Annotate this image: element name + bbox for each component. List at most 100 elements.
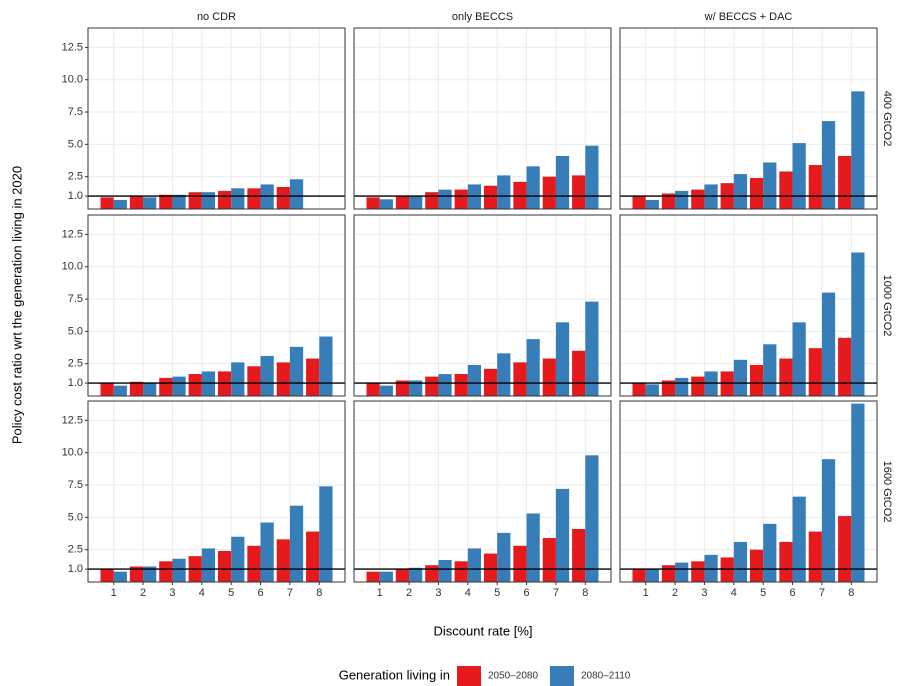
- bar: [632, 569, 646, 582]
- y-tick-label: 5.0: [68, 511, 83, 523]
- bar: [497, 353, 511, 396]
- x-tick-label: 2: [140, 587, 146, 599]
- bar: [838, 516, 852, 582]
- bar: [691, 189, 705, 209]
- x-axis-label: Discount rate [%]: [434, 623, 533, 638]
- bar: [645, 199, 659, 209]
- panel-border: [353, 214, 612, 397]
- y-tick-label: 2.5: [68, 544, 83, 556]
- legend-label: 2080–2110: [581, 671, 631, 682]
- bar: [572, 528, 586, 582]
- bar: [526, 339, 540, 396]
- bar: [366, 197, 380, 209]
- bar: [379, 199, 393, 209]
- y-tick-label: 12.5: [62, 228, 83, 240]
- bar: [159, 377, 173, 396]
- x-tick-label: 4: [199, 587, 205, 599]
- bar: [763, 162, 777, 209]
- bar: [409, 567, 423, 582]
- panel-border: [353, 27, 612, 210]
- panel-border: [619, 214, 878, 397]
- bar: [675, 190, 689, 209]
- bar: [217, 550, 232, 582]
- bar: [483, 553, 498, 582]
- bar: [425, 376, 439, 396]
- y-tick-label: 10.0: [62, 447, 83, 459]
- bar: [733, 174, 748, 209]
- bar: [425, 192, 439, 209]
- bar: [733, 359, 748, 396]
- panel-border: [619, 27, 878, 210]
- bar: [231, 362, 245, 396]
- x-tick-label: 1: [643, 587, 649, 599]
- bar: [821, 292, 836, 396]
- bar: [276, 362, 290, 396]
- x-tick-label: 6: [257, 587, 263, 599]
- bar: [821, 121, 836, 209]
- bar: [851, 252, 865, 396]
- bar: [366, 383, 380, 396]
- legend-swatch: [457, 666, 481, 686]
- bar: [159, 194, 173, 209]
- column-strip-label: w/ BECCS + DAC: [704, 11, 793, 23]
- bar: [632, 383, 646, 396]
- bar: [454, 561, 468, 582]
- bar: [438, 374, 452, 396]
- bar: [129, 381, 144, 396]
- x-tick-label: 8: [848, 587, 854, 599]
- bar: [838, 155, 852, 209]
- bar: [113, 385, 127, 396]
- bar: [526, 166, 540, 209]
- y-tick-label: 2.5: [68, 358, 83, 370]
- bar: [513, 362, 527, 396]
- bar: [691, 561, 705, 582]
- bar: [632, 196, 646, 209]
- bar: [159, 561, 173, 582]
- bar: [645, 384, 659, 396]
- bar: [645, 569, 659, 582]
- x-tick-label: 7: [553, 587, 559, 599]
- bar: [100, 197, 114, 209]
- panel-border: [87, 27, 346, 210]
- column-strip-label: only BECCS: [452, 11, 513, 23]
- y-tick-label: 7.5: [68, 293, 83, 305]
- bar: [454, 374, 468, 396]
- bar: [749, 549, 764, 582]
- x-tick-label: 1: [111, 587, 117, 599]
- bar: [749, 364, 764, 396]
- x-tick-label: 4: [731, 587, 737, 599]
- bar: [379, 385, 393, 396]
- bar: [779, 171, 793, 209]
- bar: [260, 355, 274, 396]
- bar: [749, 177, 764, 209]
- bar: [319, 486, 333, 582]
- panel-border: [87, 214, 346, 397]
- y-tick-label: 2.5: [68, 171, 83, 183]
- bar: [792, 143, 806, 209]
- bar: [497, 532, 511, 582]
- bar: [247, 366, 261, 396]
- bar: [838, 337, 852, 396]
- bar: [201, 548, 216, 582]
- x-tick-label: 3: [169, 587, 175, 599]
- bar: [792, 322, 806, 396]
- x-tick-label: 5: [760, 587, 766, 599]
- bar: [555, 155, 570, 209]
- bar: [497, 175, 511, 209]
- bar: [555, 488, 570, 582]
- column-strip-label: no CDR: [197, 11, 236, 23]
- bar: [483, 185, 498, 209]
- bar: [572, 175, 586, 209]
- bar: [779, 541, 793, 582]
- bar: [661, 380, 676, 396]
- bar: [276, 539, 290, 582]
- bar: [526, 513, 540, 582]
- y-axis-label: Policy cost ratio wrt the generation liv…: [9, 166, 24, 444]
- bar: [425, 565, 439, 582]
- y-tick-label: 7.5: [68, 106, 83, 118]
- bar: [675, 377, 689, 396]
- x-tick-label: 5: [228, 587, 234, 599]
- x-tick-label: 7: [819, 587, 825, 599]
- bar: [467, 364, 482, 396]
